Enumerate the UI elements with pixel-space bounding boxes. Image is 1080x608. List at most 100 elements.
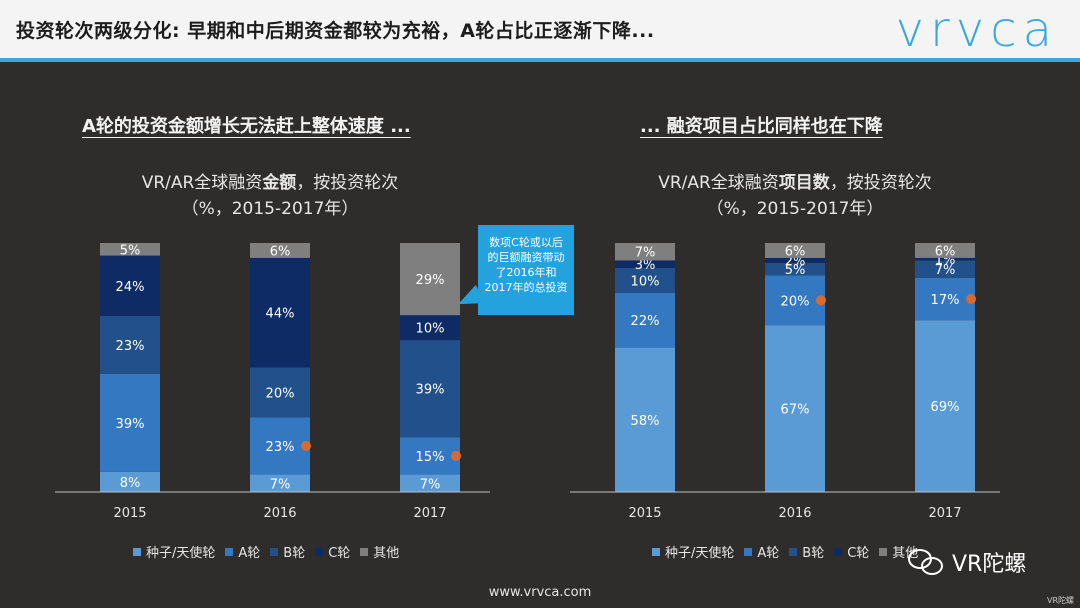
right-label-2016-other: 6% <box>785 244 806 259</box>
left-label-2016-b-round: 20% <box>266 386 295 401</box>
right-bar-2015-b-round <box>615 267 675 293</box>
legend-swatch-c-round <box>834 547 843 556</box>
left-label-2017-b-round: 39% <box>416 383 445 398</box>
right-bar-2016-other <box>765 243 825 258</box>
left-bar-2015-b-round <box>100 315 160 374</box>
legend-swatch-c-round <box>315 547 324 556</box>
left-bar-2017-seed <box>400 474 460 492</box>
legend-swatch-seed <box>133 547 141 556</box>
right-title-bold: 项目数 <box>778 173 830 193</box>
left-label-2017-a-round: 15% <box>416 450 445 465</box>
right-label-2017-a-round: 17% <box>931 293 960 308</box>
left-bar-2017-b-round <box>400 340 460 438</box>
left-title-bold: 金额 <box>262 173 297 193</box>
legend-swatch-b-round <box>789 547 798 556</box>
right-bar-2015-other <box>615 243 675 261</box>
left-bar-2016-c-round <box>250 257 310 368</box>
legend-item-b-round: B轮 <box>789 542 824 561</box>
left-title-pre: VR/AR全球融资 <box>141 173 263 193</box>
right-label-2016-c-round: 2% <box>785 254 806 269</box>
left-bar-2015-other <box>100 243 160 256</box>
legend-item-c-round: C轮 <box>834 542 869 561</box>
right-chart-title: VR/AR全球融资项目数，按投资轮次 （%，2015-2017年） <box>600 170 990 222</box>
left-label-2016-a-round: 23% <box>266 440 295 455</box>
wechat-icon <box>908 547 946 577</box>
callout-box: 数项C轮或以后的巨额融资带动了2016年和2017年的总投资 <box>478 225 574 315</box>
left-bar-2015-seed <box>100 471 160 492</box>
left-label-2016-c-round: 44% <box>266 307 295 322</box>
legend-item-seed: 种子/天使轮 <box>133 542 215 561</box>
legend-label-a-round: A轮 <box>238 546 261 561</box>
right-label-2016-b-round: 5% <box>785 263 806 278</box>
header-bar: 投资轮次两级分化: 早期和中后期资金都较为充裕，A轮占比正逐渐下降... vrv… <box>0 0 1080 62</box>
left-label-2016-other: 6% <box>270 244 291 259</box>
legend-item-other: 其他 <box>360 542 399 561</box>
right-title-range: （%，2015-2017年） <box>706 199 884 219</box>
right-bar-2015-c-round <box>615 260 675 268</box>
legend-swatch-seed <box>652 547 660 556</box>
right-tick-label-2015: 2015 <box>628 506 661 521</box>
left-title-range: （%，2015-2017年） <box>181 199 359 219</box>
right-bar-2016-c-round <box>765 257 825 263</box>
vrvca-logo: vrvca <box>895 2 1058 58</box>
right-bar-2015-a-round <box>615 292 675 348</box>
legend-swatch-a-round <box>744 547 753 556</box>
right-bar-2017-other <box>915 243 975 258</box>
left-label-2015-a-round: 39% <box>116 417 145 432</box>
right-highlight-dot-2017 <box>966 294 976 305</box>
legend-swatch-other <box>879 547 888 556</box>
legend-swatch-b-round <box>270 547 279 556</box>
right-label-2015-other: 7% <box>635 246 656 261</box>
left-bar-2016-other <box>250 243 310 258</box>
left-highlight-dot-2017 <box>451 450 461 461</box>
right-tick-label-2016: 2016 <box>778 506 811 521</box>
right-bar-2017-a-round <box>915 277 975 321</box>
right-bar-2017-b-round <box>915 260 975 278</box>
left-bar-2016-seed <box>250 474 310 492</box>
right-title-post: ，按投资轮次 <box>829 173 932 193</box>
right-label-2015-a-round: 22% <box>631 314 660 329</box>
left-label-2016-seed: 7% <box>270 477 291 492</box>
legend-label-c-round: C轮 <box>328 546 351 561</box>
left-chart-title: VR/AR全球融资金额，按投资轮次 （%，2015-2017年） <box>85 170 455 222</box>
left-bar-2017-a-round <box>400 437 460 475</box>
legend-swatch-other <box>360 547 369 556</box>
left-label-2015-b-round: 23% <box>116 339 145 354</box>
right-bar-2016-a-round <box>765 275 825 326</box>
right-label-2015-seed: 58% <box>631 414 660 429</box>
right-legend: 种子/天使轮 A轮 B轮 C轮 其他 <box>652 542 918 561</box>
legend-item-a-round: A轮 <box>225 542 260 561</box>
left-tick-label-2017: 2017 <box>413 506 446 521</box>
right-highlight-dot-2016 <box>816 295 826 306</box>
legend-label-other: 其他 <box>373 546 400 561</box>
left-tick-label-2016: 2016 <box>263 506 296 521</box>
legend-item-c-round: C轮 <box>315 542 350 561</box>
wechat-watermark: VR陀螺 <box>908 546 1026 578</box>
left-bar-2016-a-round <box>250 417 310 475</box>
legend-label-seed: 种子/天使轮 <box>146 546 216 561</box>
legend-item-seed: 种子/天使轮 <box>652 542 734 561</box>
right-label-2015-b-round: 10% <box>631 274 660 289</box>
left-label-2017-c-round: 10% <box>416 322 445 337</box>
right-bar-2017-seed <box>915 320 975 492</box>
legend-label-b-round: B轮 <box>283 546 306 561</box>
right-bar-2017-c-round <box>915 257 975 261</box>
right-label-2016-a-round: 20% <box>781 294 810 309</box>
legend-item-b-round: B轮 <box>270 542 305 561</box>
watermark-label: VR陀螺 <box>952 552 1027 577</box>
left-label-2017-seed: 7% <box>420 477 441 492</box>
page-title: 投资轮次两级分化: 早期和中后期资金都较为充裕，A轮占比正逐渐下降... <box>16 20 655 42</box>
left-bar-2017-c-round <box>400 315 460 341</box>
right-label-2017-other: 6% <box>935 244 956 259</box>
legend-swatch-a-round <box>225 547 234 556</box>
left-tick-label-2015: 2015 <box>113 506 146 521</box>
left-title-post: ，按投资轮次 <box>296 173 399 193</box>
right-title-pre: VR/AR全球融资 <box>658 173 779 193</box>
left-label-2015-c-round: 24% <box>116 280 145 295</box>
footer-url: www.vrvca.com <box>488 585 592 600</box>
right-subtitle: ... 融资项目占比同样也在下降 <box>640 116 883 137</box>
right-label-2015-c-round: 3% <box>635 258 656 273</box>
left-label-2015-seed: 8% <box>120 476 141 491</box>
left-label-2017-other: 29% <box>416 273 445 288</box>
legend-item-a-round: A轮 <box>744 542 779 561</box>
